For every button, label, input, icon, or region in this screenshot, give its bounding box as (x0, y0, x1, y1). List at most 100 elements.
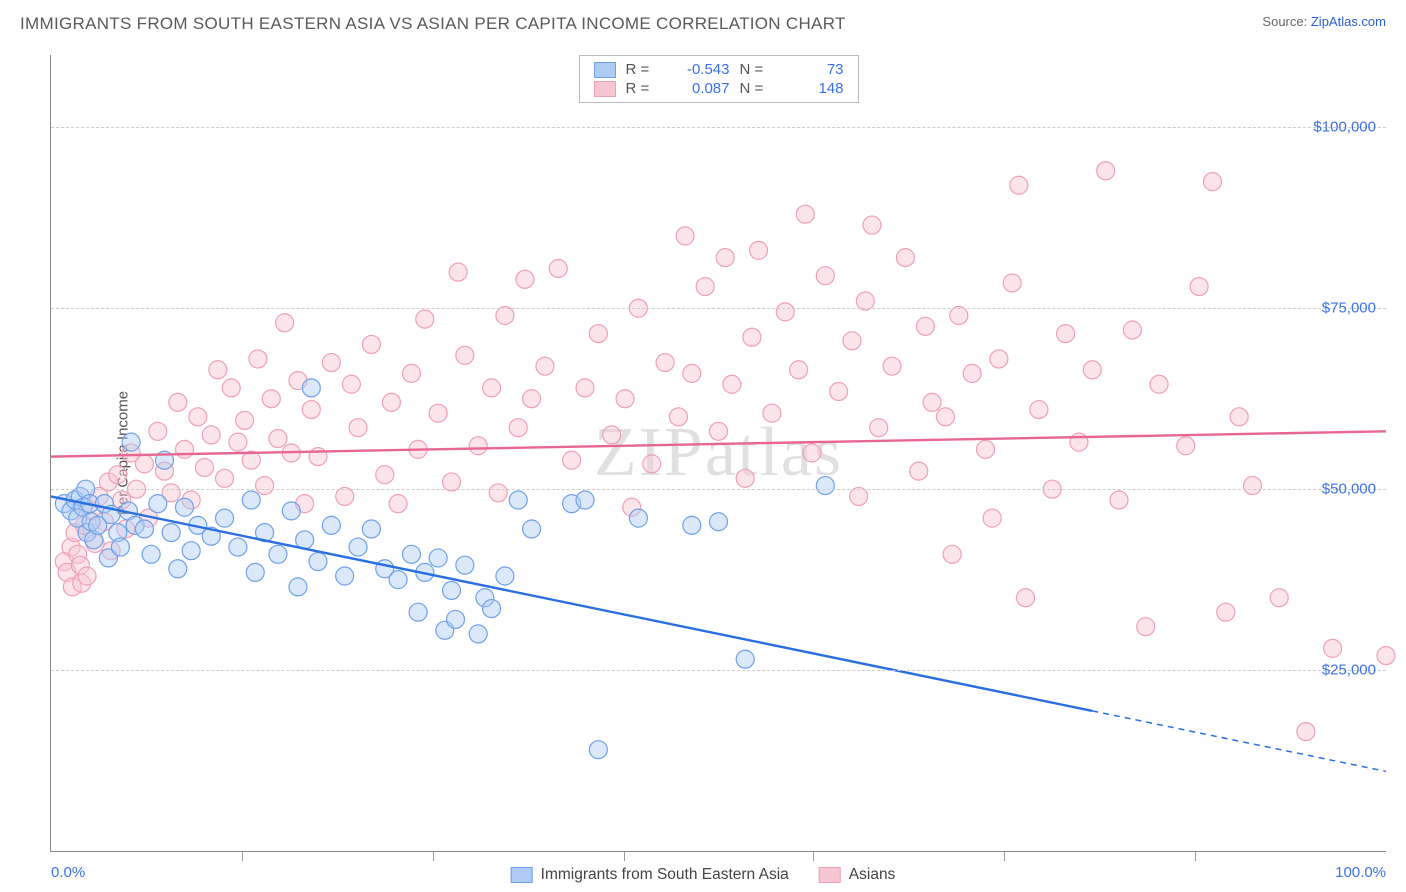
data-point (376, 466, 394, 484)
data-point (309, 553, 327, 571)
data-point (750, 241, 768, 259)
data-point (1017, 589, 1035, 607)
x-tick (624, 851, 625, 861)
data-point (1010, 176, 1028, 194)
data-point (402, 545, 420, 563)
data-point (803, 444, 821, 462)
data-point (276, 314, 294, 332)
data-point (249, 350, 267, 368)
data-point (209, 361, 227, 379)
data-point (616, 390, 634, 408)
stat-value-n: 73 (782, 61, 844, 78)
source-attribution: Source: ZipAtlas.com (1262, 14, 1386, 29)
legend-item: Asians (819, 866, 896, 884)
data-point (409, 603, 427, 621)
data-point (456, 556, 474, 574)
data-point (246, 563, 264, 581)
data-point (676, 227, 694, 245)
data-point (643, 455, 661, 473)
data-point (523, 520, 541, 538)
legend-label: Asians (849, 866, 896, 884)
data-point (222, 379, 240, 397)
data-point (589, 325, 607, 343)
data-point (936, 408, 954, 426)
data-point (1137, 618, 1155, 636)
source-link[interactable]: ZipAtlas.com (1311, 14, 1386, 29)
data-point (447, 610, 465, 628)
stat-value-r: -0.543 (668, 61, 730, 78)
data-point (696, 278, 714, 296)
data-point (1297, 723, 1315, 741)
data-point (429, 549, 447, 567)
x-tick (1195, 851, 1196, 861)
data-point (202, 426, 220, 444)
data-point (743, 328, 761, 346)
data-point (483, 379, 501, 397)
data-point (269, 430, 287, 448)
data-point (683, 364, 701, 382)
data-point (483, 600, 501, 618)
legend-swatch (594, 81, 616, 97)
trend-line-extrapolated (1092, 711, 1386, 771)
data-point (122, 433, 140, 451)
data-point (790, 361, 808, 379)
data-point (469, 625, 487, 643)
legend-swatch (819, 867, 841, 883)
data-point (362, 335, 380, 353)
data-point (389, 495, 407, 513)
stat-label-r: R = (626, 61, 658, 78)
data-point (1150, 375, 1168, 393)
data-point (1203, 173, 1221, 191)
data-point (1324, 639, 1342, 657)
legend-stat-row: R =0.087N =148 (580, 79, 858, 98)
data-point (169, 560, 187, 578)
data-point (78, 567, 96, 585)
data-point (176, 440, 194, 458)
data-point (196, 458, 214, 476)
data-point (456, 346, 474, 364)
data-point (382, 393, 400, 411)
stat-label-n: N = (740, 80, 772, 97)
gridline (51, 670, 1386, 671)
gridline (51, 308, 1386, 309)
data-point (1097, 162, 1115, 180)
trend-line (51, 496, 1092, 710)
data-point (322, 354, 340, 372)
legend-label: Immigrants from South Eastern Asia (541, 866, 789, 884)
chart-plot-area: Per Capita Income ZIPatlas R =-0.543N =7… (50, 55, 1386, 852)
series-legend: Immigrants from South Eastern Asia Asians (511, 866, 896, 884)
data-point (710, 422, 728, 440)
data-point (169, 393, 187, 411)
data-point (429, 404, 447, 422)
data-point (449, 263, 467, 281)
data-point (296, 531, 314, 549)
data-point (629, 509, 647, 527)
data-point (923, 393, 941, 411)
correlation-legend: R =-0.543N =73R =0.087N =148 (579, 55, 859, 103)
data-point (496, 567, 514, 585)
data-point (362, 520, 380, 538)
data-point (723, 375, 741, 393)
data-point (109, 466, 127, 484)
data-point (736, 650, 754, 668)
data-point (883, 357, 901, 375)
data-point (176, 498, 194, 516)
data-point (816, 267, 834, 285)
data-point (977, 440, 995, 458)
data-point (302, 401, 320, 419)
data-point (536, 357, 554, 375)
data-point (910, 462, 928, 480)
data-point (509, 419, 527, 437)
data-point (990, 350, 1008, 368)
data-point (656, 354, 674, 372)
data-point (262, 390, 280, 408)
data-point (1123, 321, 1141, 339)
data-point (1177, 437, 1195, 455)
data-point (256, 477, 274, 495)
scatter-svg (51, 55, 1386, 851)
x-tick (433, 851, 434, 861)
stat-label-r: R = (626, 80, 658, 97)
data-point (983, 509, 1001, 527)
data-point (135, 455, 153, 473)
stat-value-r: 0.087 (668, 80, 730, 97)
